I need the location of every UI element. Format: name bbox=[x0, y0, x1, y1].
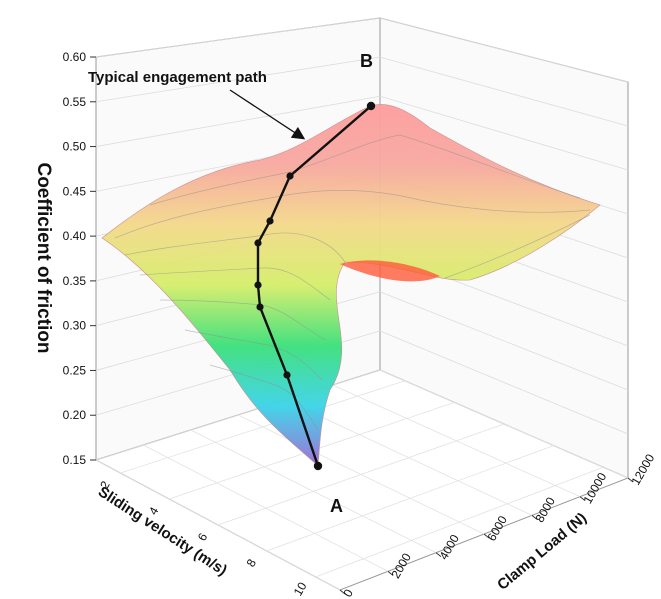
load-tick-label: 12000 bbox=[628, 451, 657, 487]
load-tick-mark bbox=[387, 570, 394, 576]
z-tick-label: 0.45 bbox=[63, 184, 87, 198]
z-axis-title: Coefficient of friction bbox=[33, 162, 54, 353]
load-tick-mark bbox=[531, 514, 538, 520]
z-tick-label: 0.15 bbox=[63, 453, 87, 467]
z-tick-label: 0.25 bbox=[63, 363, 87, 377]
load-gridline bbox=[95, 459, 341, 591]
z-tick-label: 0.30 bbox=[63, 319, 87, 333]
z-axis-ticks: 0.15 0.20 0.25 0.30 0.35 0.40 0.45 0.50 0.55 0.60 bbox=[63, 50, 96, 467]
load-tick-mark bbox=[483, 533, 490, 539]
engagement-path-points bbox=[254, 101, 376, 471]
z-gridline-right bbox=[379, 95, 629, 171]
contour-line bbox=[124, 232, 346, 263]
path-point bbox=[286, 172, 294, 180]
path-point bbox=[366, 101, 376, 111]
start-point-label: A bbox=[330, 496, 343, 516]
load-gridline bbox=[190, 429, 437, 554]
path-point bbox=[254, 281, 262, 289]
z-tick-label: 0.20 bbox=[63, 408, 87, 422]
end-point-label: B bbox=[360, 51, 373, 71]
path-point bbox=[313, 461, 323, 471]
path-point bbox=[254, 239, 262, 247]
velocity-tick-label: 8 bbox=[244, 556, 260, 569]
z-tick-label: 0.35 bbox=[63, 274, 87, 288]
load-tick-mark bbox=[339, 589, 346, 595]
contour-line bbox=[209, 364, 319, 431]
load-tick-mark bbox=[435, 552, 442, 558]
surface-pocket bbox=[340, 260, 440, 282]
load-gridline bbox=[379, 369, 629, 479]
velocity-tick-label: 6 bbox=[195, 530, 211, 543]
z-gridline-right bbox=[379, 330, 629, 435]
path-point bbox=[266, 217, 274, 225]
z-tick-label: 0.50 bbox=[63, 140, 87, 154]
contour-line bbox=[114, 189, 591, 239]
load-gridline bbox=[143, 444, 389, 572]
contour-line bbox=[149, 134, 581, 206]
contour-line bbox=[184, 329, 323, 381]
z-gridline-right bbox=[379, 17, 629, 83]
surface-contours bbox=[114, 134, 591, 431]
load-tick-label: 0 bbox=[340, 586, 356, 599]
load-gridline bbox=[332, 384, 581, 498]
contour-line bbox=[444, 214, 591, 279]
load-tick-mark bbox=[579, 496, 586, 502]
load-gridline bbox=[285, 399, 533, 516]
z-gridline-right bbox=[379, 291, 629, 391]
z-gridline-left bbox=[95, 56, 381, 103]
engagement-path-line bbox=[256, 105, 372, 467]
z-gridline-right bbox=[379, 56, 629, 127]
z-tick-label: 0.40 bbox=[63, 229, 87, 243]
annotation-arrow bbox=[229, 89, 306, 140]
z-gridline-left bbox=[95, 95, 381, 147]
path-annotation-label: Typical engagement path bbox=[88, 69, 267, 86]
z-tick-label: 0.55 bbox=[63, 95, 87, 109]
load-gridline bbox=[237, 414, 485, 535]
friction-surface bbox=[101, 104, 601, 467]
z-gridline-left bbox=[95, 17, 381, 58]
path-point bbox=[256, 303, 264, 311]
path-point bbox=[283, 371, 291, 379]
z-tick-label: 0.60 bbox=[63, 50, 87, 64]
velocity-tick-label: 10 bbox=[291, 579, 310, 598]
load-tick-mark bbox=[627, 477, 634, 483]
